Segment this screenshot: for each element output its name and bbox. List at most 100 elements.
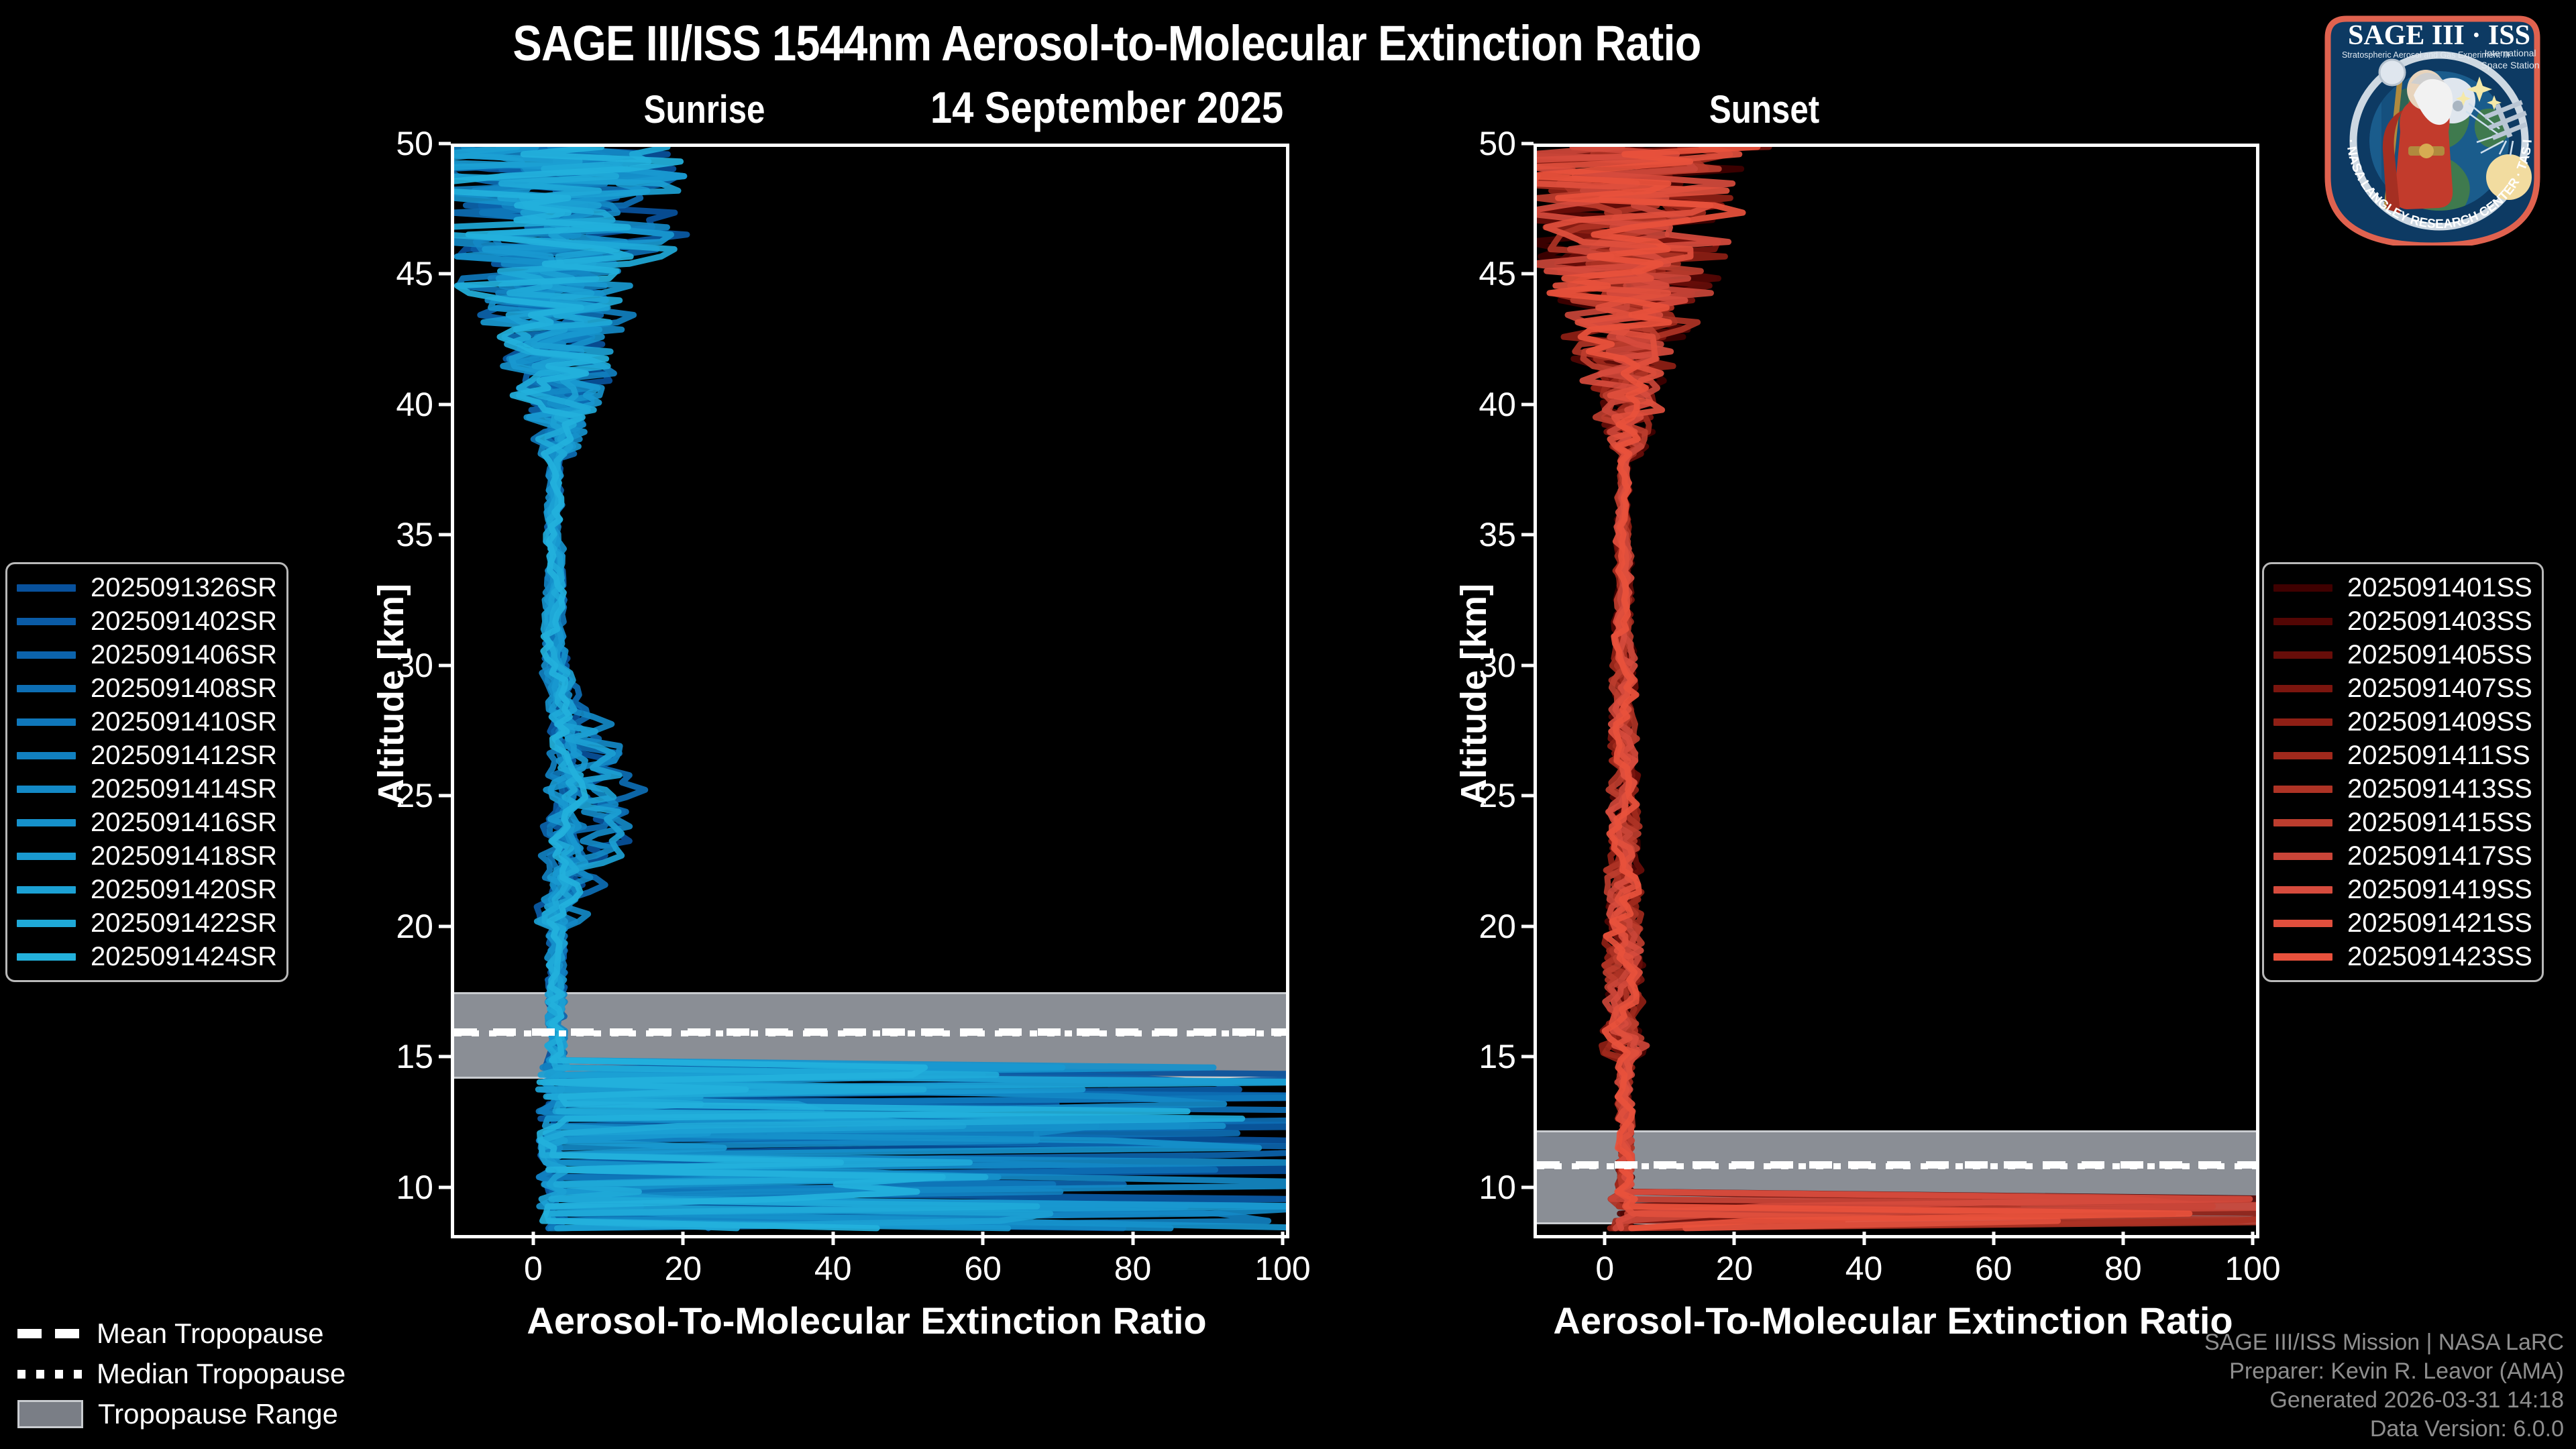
legend-label: 2025091420SR bbox=[91, 874, 278, 904]
y-tick-label: 30 bbox=[1479, 646, 1516, 684]
x-tick-mark bbox=[831, 1232, 835, 1245]
legend-label: 2025091410SR bbox=[91, 706, 278, 737]
y-tick-label: 15 bbox=[1479, 1038, 1516, 1076]
legend-color-swatch bbox=[17, 617, 76, 625]
legend-label-mean: Mean Tropopause bbox=[97, 1318, 324, 1349]
sunrise-panel-title: Sunrise bbox=[643, 88, 765, 131]
legend-item-2025091419SS[interactable]: 2025091419SS bbox=[2273, 873, 2532, 906]
x-tick-mark bbox=[1862, 1232, 1866, 1245]
legend-color-swatch bbox=[17, 584, 76, 592]
legend-label: 2025091414SR bbox=[91, 773, 278, 804]
legend-item-2025091416SR[interactable]: 2025091416SR bbox=[17, 806, 277, 839]
x-tick-label: 80 bbox=[1114, 1250, 1152, 1287]
legend-label: 2025091403SS bbox=[2347, 606, 2532, 636]
x-tick-label: 80 bbox=[2104, 1250, 2142, 1287]
x-tick-label: 0 bbox=[523, 1250, 543, 1287]
legend-label: 2025091421SS bbox=[2347, 908, 2532, 938]
sunset-profile-curves bbox=[1537, 147, 2256, 1232]
legend-color-swatch bbox=[2273, 617, 2332, 625]
dashed-line-icon bbox=[17, 1329, 82, 1338]
y-axis-label: Altitude [km] bbox=[371, 584, 411, 805]
legend-item-2025091405SS[interactable]: 2025091405SS bbox=[2273, 638, 2532, 672]
legend-label: 2025091418SR bbox=[91, 841, 278, 871]
legend-item-2025091326SR[interactable]: 2025091326SR bbox=[17, 571, 277, 604]
sunset-legend[interactable]: 2025091401SS 2025091403SS 2025091405SS 2025… bbox=[2262, 562, 2544, 982]
legend-item-2025091403SS[interactable]: 2025091403SS bbox=[2273, 604, 2532, 638]
legend-label: 2025091406SR bbox=[91, 639, 278, 669]
legend-label: 2025091402SR bbox=[91, 606, 278, 636]
sunrise-plot-area bbox=[451, 144, 1289, 1238]
legend-color-swatch bbox=[17, 651, 76, 659]
legend-item-2025091409SS[interactable]: 2025091409SS bbox=[2273, 705, 2532, 739]
x-axis-label: Aerosol-To-Molecular Extinction Ratio bbox=[527, 1299, 1207, 1342]
y-tick-label: 20 bbox=[1479, 907, 1516, 945]
sunset-panel-title: Sunset bbox=[1709, 88, 1820, 131]
x-tick-label: 0 bbox=[1595, 1250, 1615, 1287]
logo-subtitle-right-1: International bbox=[2484, 48, 2536, 58]
legend-label: 2025091405SS bbox=[2347, 639, 2532, 669]
legend-label: 2025091413SS bbox=[2347, 773, 2532, 804]
legend-item-2025091414SR[interactable]: 2025091414SR bbox=[17, 772, 277, 806]
y-tick-label: 40 bbox=[1479, 385, 1516, 423]
y-tick-mark bbox=[1521, 533, 1534, 537]
legend-item-mean-tropopause: Mean Tropopause bbox=[17, 1313, 345, 1354]
legend-item-2025091401SS[interactable]: 2025091401SS bbox=[2273, 571, 2532, 604]
x-tick-mark bbox=[981, 1232, 985, 1245]
x-tick-label: 40 bbox=[814, 1250, 852, 1287]
legend-item-median-tropopause: Median Tropopause bbox=[17, 1354, 345, 1394]
page-title: SAGE III/ISS 1544nm Aerosol-to-Molecular… bbox=[513, 15, 1701, 71]
legend-color-swatch bbox=[2273, 953, 2332, 961]
sage-iii-iss-mission-patch: SAGE III · ISS Stratospheric Aerosol and… bbox=[2303, 0, 2557, 249]
legend-item-2025091407SS[interactable]: 2025091407SS bbox=[2273, 672, 2532, 705]
y-tick-mark bbox=[1521, 663, 1534, 667]
y-tick-mark bbox=[439, 663, 451, 667]
legend-item-2025091412SR[interactable]: 2025091412SR bbox=[17, 739, 277, 772]
y-tick-mark bbox=[439, 402, 451, 407]
y-axis-label: Altitude [km] bbox=[1454, 584, 1494, 805]
legend-label: 2025091424SR bbox=[91, 941, 278, 971]
x-axis-label: Aerosol-To-Molecular Extinction Ratio bbox=[1553, 1299, 2233, 1342]
credit-line-mission: SAGE III/ISS Mission | NASA LaRC bbox=[2204, 1330, 2564, 1355]
legend-item-2025091421SS[interactable]: 2025091421SS bbox=[2273, 906, 2532, 940]
x-tick-mark bbox=[1131, 1232, 1135, 1245]
legend-label: 2025091423SS bbox=[2347, 941, 2532, 971]
y-tick-label: 45 bbox=[1479, 255, 1516, 293]
legend-item-2025091410SR[interactable]: 2025091410SR bbox=[17, 705, 277, 739]
legend-color-swatch bbox=[17, 684, 76, 692]
legend-label: 2025091407SS bbox=[2347, 673, 2532, 703]
legend-item-2025091423SS[interactable]: 2025091423SS bbox=[2273, 940, 2532, 973]
legend-item-2025091402SR[interactable]: 2025091402SR bbox=[17, 604, 277, 638]
legend-item-2025091408SR[interactable]: 2025091408SR bbox=[17, 672, 277, 705]
legend-item-2025091411SS[interactable]: 2025091411SS bbox=[2273, 739, 2532, 772]
sunrise-legend[interactable]: 2025091326SR 2025091402SR 2025091406SR 2025… bbox=[5, 562, 289, 982]
legend-item-2025091418SR[interactable]: 2025091418SR bbox=[17, 839, 277, 873]
legend-label: 2025091416SR bbox=[91, 807, 278, 837]
legend-color-swatch bbox=[2273, 785, 2332, 793]
x-tick-mark bbox=[2121, 1232, 2125, 1245]
x-tick-label: 20 bbox=[1715, 1250, 1754, 1287]
legend-item-2025091413SS[interactable]: 2025091413SS bbox=[2273, 772, 2532, 806]
y-tick-label: 30 bbox=[396, 646, 433, 684]
legend-item-2025091417SS[interactable]: 2025091417SS bbox=[2273, 839, 2532, 873]
legend-label: 2025091408SR bbox=[91, 673, 278, 703]
legend-color-swatch bbox=[2273, 718, 2332, 726]
logo-title: SAGE III · ISS bbox=[2348, 20, 2530, 51]
legend-label-median: Median Tropopause bbox=[97, 1358, 346, 1389]
y-tick-mark bbox=[1521, 272, 1534, 276]
profile-line bbox=[454, 147, 1191, 1232]
legend-color-swatch bbox=[17, 785, 76, 793]
legend-item-2025091420SR[interactable]: 2025091420SR bbox=[17, 873, 277, 906]
legend-item-2025091422SR[interactable]: 2025091422SR bbox=[17, 906, 277, 940]
legend-color-swatch bbox=[2273, 919, 2332, 927]
legend-item-tropopause-range: Tropopause Range bbox=[17, 1394, 345, 1434]
legend-item-2025091424SR[interactable]: 2025091424SR bbox=[17, 940, 277, 973]
credit-line-version: Data Version: 6.0.0 bbox=[2369, 1416, 2564, 1442]
legend-item-2025091415SS[interactable]: 2025091415SS bbox=[2273, 806, 2532, 839]
legend-color-swatch bbox=[2273, 751, 2332, 759]
legend-item-2025091406SR[interactable]: 2025091406SR bbox=[17, 638, 277, 672]
y-tick-label: 20 bbox=[396, 907, 433, 945]
legend-color-swatch bbox=[2273, 852, 2332, 860]
y-tick-label: 25 bbox=[396, 777, 433, 815]
x-tick-mark bbox=[1603, 1232, 1607, 1245]
x-tick-label: 100 bbox=[2224, 1250, 2281, 1287]
